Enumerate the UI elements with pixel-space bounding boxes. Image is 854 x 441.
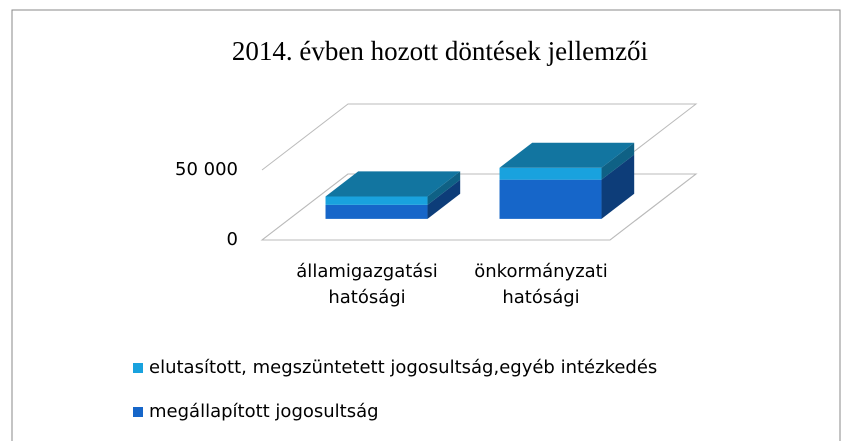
bar-side [601,154,635,219]
bar-segment [325,196,428,205]
bar-side [427,171,461,205]
bar-side [427,179,461,219]
bar-segment [325,204,428,219]
x-tick-label: államigazgatási hatósági [296,261,438,308]
bar-segment [499,179,602,219]
bar-top [499,142,635,168]
bar-segment [499,167,602,180]
x-tick-label: önkormányzati hatósági [474,261,608,308]
chart-border [11,9,841,441]
grid-line [261,103,698,171]
bar-side [601,142,635,180]
y-tick-label: 50 000 [175,159,238,180]
legend-swatch [133,363,143,373]
legend-label: elutasított, megszüntetett jogosultság,e… [149,357,657,378]
bar-top [325,171,461,197]
chart-title: 2014. évben hozott döntések jellemzői [232,36,648,66]
legend-label: megállapított jogosultság [149,401,379,422]
legend-swatch [133,407,143,417]
y-tick-label: 0 [227,229,238,250]
